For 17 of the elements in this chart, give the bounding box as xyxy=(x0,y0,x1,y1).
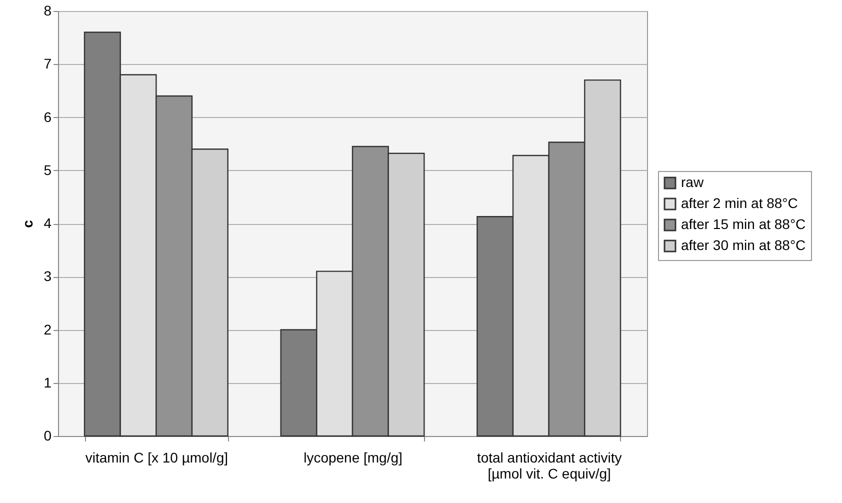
x-tick-label: vitamin C [x 10 µmol/g] xyxy=(85,450,228,466)
x-tick-label: lycopene [mg/g] xyxy=(304,450,402,466)
legend-label: after 2 min at 88°C xyxy=(681,195,798,211)
y-tick-label: 5 xyxy=(44,162,52,178)
y-tick-label: 2 xyxy=(44,321,52,338)
y-tick-label: 3 xyxy=(44,268,52,284)
y-tick-label: 4 xyxy=(44,215,52,231)
y-tick-label: 7 xyxy=(44,56,52,72)
y-tick-label: 8 xyxy=(44,2,52,18)
y-tick-label: 1 xyxy=(44,374,52,390)
y-tick-label: 0 xyxy=(44,428,52,444)
y-axis-title: c xyxy=(20,220,36,228)
legend-label: after 30 min at 88°C xyxy=(681,237,806,253)
y-tick-label: 6 xyxy=(44,108,52,125)
legend-label: after 15 min at 88°C xyxy=(681,216,806,232)
x-tick-label: total antioxidant activity [µmol vit. C equiv/g] xyxy=(476,450,622,482)
legend-label: raw xyxy=(681,174,704,190)
